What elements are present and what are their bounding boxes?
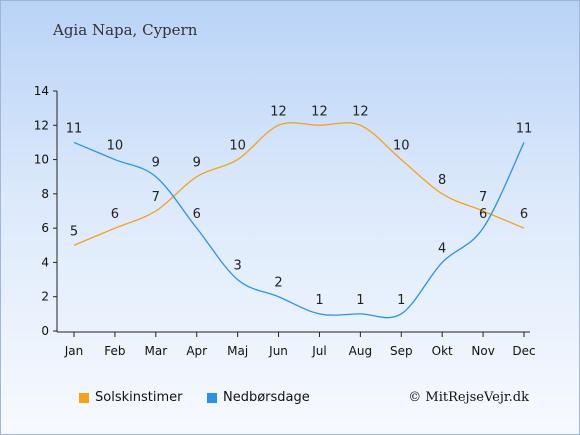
x-tick-label: Maj bbox=[227, 344, 248, 358]
data-label-rain: 1 bbox=[356, 293, 364, 308]
x-tick-label: Feb bbox=[104, 344, 125, 358]
y-tick-label: 8 bbox=[41, 187, 49, 201]
x-tick-label: Sep bbox=[390, 344, 413, 358]
chart-title: Agia Napa, Cypern bbox=[53, 21, 198, 39]
data-label-sun: 7 bbox=[152, 190, 160, 205]
data-label-sun: 12 bbox=[311, 104, 328, 119]
data-label-sun: 6 bbox=[111, 207, 119, 222]
data-label-rain: 1 bbox=[397, 293, 405, 308]
data-label-rain: 6 bbox=[193, 207, 201, 222]
data-label-rain: 1 bbox=[315, 293, 323, 308]
x-tick-label: Aug bbox=[349, 344, 372, 358]
x-tick-label: Dec bbox=[512, 344, 535, 358]
x-tick-label: Apr bbox=[186, 344, 207, 358]
y-tick-label: 14 bbox=[34, 84, 49, 98]
x-tick-label: Jan bbox=[64, 344, 84, 358]
data-label-rain: 11 bbox=[516, 121, 533, 136]
x-axis-ticks: Jan Feb Mar Apr Maj Jun Jul Aug Sep Okt Nov Dec bbox=[64, 332, 536, 358]
legend-swatch-rain bbox=[207, 392, 217, 403]
data-label-sun: 7 bbox=[479, 190, 487, 205]
legend-swatch-sun bbox=[79, 392, 89, 403]
y-axis-ticks: 0 2 4 6 8 10 12 14 bbox=[34, 84, 57, 338]
data-label-sun: 6 bbox=[520, 207, 528, 222]
y-tick-label: 12 bbox=[34, 118, 49, 132]
data-label-rain: 9 bbox=[152, 156, 160, 171]
legend-item-rain: Nedbørsdage bbox=[207, 390, 310, 405]
legend-label-sun: Solskinstimer bbox=[95, 390, 183, 405]
y-tick-label: 6 bbox=[41, 221, 49, 235]
y-tick-label: 4 bbox=[41, 255, 49, 269]
data-label-rain: 4 bbox=[438, 241, 446, 256]
legend-label-rain: Nedbørsdage bbox=[223, 390, 310, 405]
series-line-sun bbox=[73, 122, 525, 246]
data-label-sun: 12 bbox=[352, 104, 369, 119]
x-tick-label: Nov bbox=[471, 344, 494, 358]
x-tick-label: Okt bbox=[432, 344, 453, 358]
data-label-rain: 10 bbox=[107, 139, 124, 154]
series-line-rain bbox=[73, 141, 525, 319]
data-label-sun: 10 bbox=[393, 139, 410, 154]
axes bbox=[56, 91, 530, 333]
data-label-rain: 3 bbox=[233, 259, 241, 274]
data-label-rain: 11 bbox=[66, 121, 83, 136]
y-tick-label: 10 bbox=[34, 153, 49, 167]
data-label-rain: 6 bbox=[479, 207, 487, 222]
x-tick-label: Mar bbox=[144, 344, 167, 358]
data-label-rain: 2 bbox=[274, 276, 282, 291]
data-label-sun: 12 bbox=[270, 104, 287, 119]
data-label-sun: 9 bbox=[193, 156, 201, 171]
series-lines bbox=[73, 122, 525, 319]
y-tick-label: 2 bbox=[41, 290, 49, 304]
data-label-sun: 10 bbox=[229, 139, 246, 154]
x-tick-label: Jul bbox=[311, 344, 326, 358]
data-label-sun: 5 bbox=[70, 224, 78, 239]
data-label-sun: 8 bbox=[438, 173, 446, 188]
x-tick-label: Jun bbox=[268, 344, 288, 358]
credit-text: © MitRejseVejr.dk bbox=[408, 390, 529, 405]
y-tick-label: 0 bbox=[41, 324, 49, 338]
legend-item-sun: Solskinstimer bbox=[79, 390, 182, 405]
